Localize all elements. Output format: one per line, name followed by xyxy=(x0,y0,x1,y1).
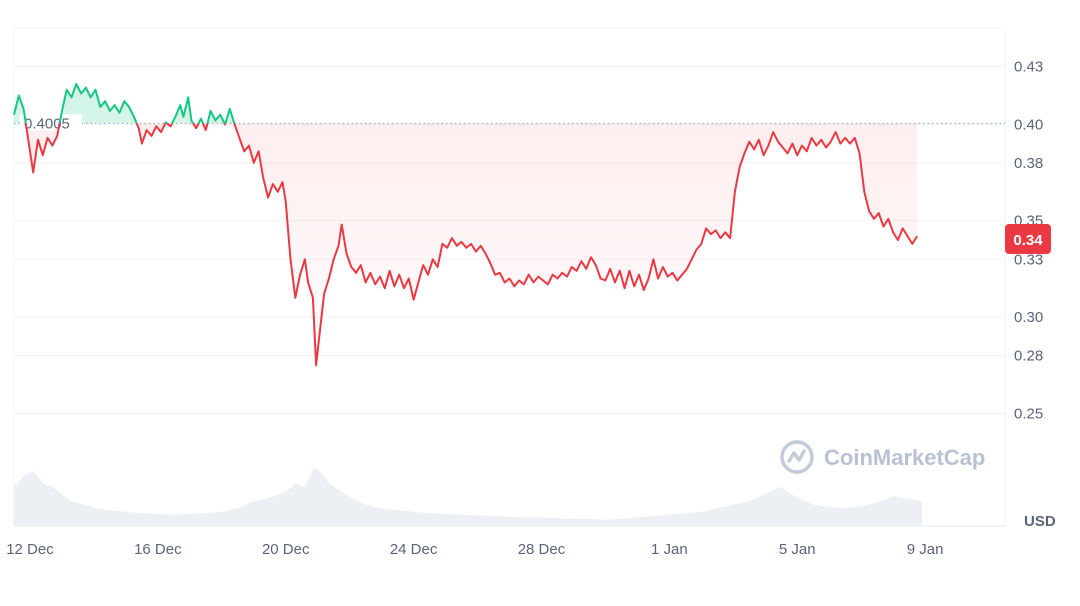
currency-unit-label: USD xyxy=(1024,513,1056,530)
price-line-down xyxy=(24,123,918,367)
x-tick-label-2: 20 Dec xyxy=(262,541,310,558)
current-price-badge: 0.34 xyxy=(1005,224,1051,254)
volume-area xyxy=(14,467,922,526)
price-badge-bg xyxy=(1005,224,1051,254)
watermark-text: CoinMarketCap xyxy=(824,445,985,470)
y-tick-label-6: 0.40 xyxy=(1014,116,1043,133)
x-tick-label-0: 12 Dec xyxy=(6,541,54,558)
price-fill xyxy=(14,83,918,366)
price-line xyxy=(13,82,918,367)
x-tick-label-7: 9 Jan xyxy=(907,541,944,558)
fill-above-reference xyxy=(14,83,918,124)
reference-price-label: 0.4005 xyxy=(24,115,70,132)
x-tick-label-3: 24 Dec xyxy=(390,541,438,558)
y-tick-label-0: 0.25 xyxy=(1014,405,1043,422)
x-axis: 12 Dec 16 Dec 20 Dec 24 Dec 28 Dec 1 Jan 5 Jan… xyxy=(6,541,943,558)
x-tick-label-4: 28 Dec xyxy=(518,541,566,558)
y-tick-label-7: 0.43 xyxy=(1014,59,1043,76)
y-tick-label-5: 0.38 xyxy=(1014,155,1043,172)
fill-below-reference xyxy=(25,123,918,366)
watermark: CoinMarketCap xyxy=(780,440,985,474)
reference-line: 0.4005 xyxy=(14,114,1005,132)
coinmarketcap-logo-icon xyxy=(780,440,814,474)
reference-label-bg xyxy=(20,114,82,131)
volume-shape xyxy=(14,467,922,526)
y-tick-label-3: 0.33 xyxy=(1014,251,1043,268)
x-tick-label-1: 16 Dec xyxy=(134,541,182,558)
price-badge-value: 0.34 xyxy=(1013,232,1043,249)
y-tick-label-2: 0.30 xyxy=(1014,309,1043,326)
x-tick-label-6: 5 Jan xyxy=(779,541,816,558)
x-tick-label-5: 1 Jan xyxy=(651,541,688,558)
y-tick-label-1: 0.28 xyxy=(1014,348,1043,365)
